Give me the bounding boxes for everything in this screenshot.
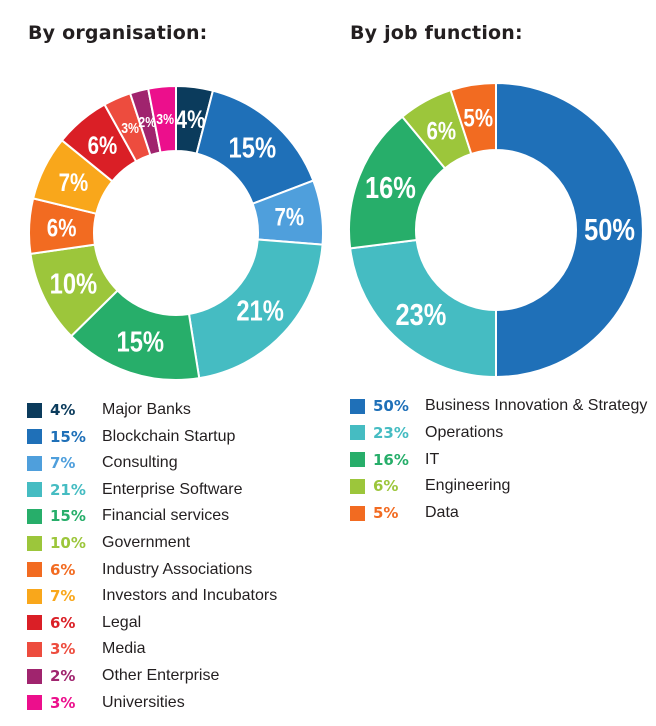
slice-operations <box>349 238 497 379</box>
legend-label: Consulting <box>102 454 178 472</box>
legend-value: 10% <box>50 534 86 552</box>
legend-label: Operations <box>425 423 504 441</box>
legend-swatch <box>27 535 42 551</box>
legend-item-data: 5% Data <box>350 503 650 523</box>
legend-item-it: 16% IT <box>350 450 650 470</box>
legend-job-function: 50% Business Innovation & Strategy 23% Oper… <box>350 396 650 536</box>
chart-title-job-function: By job function: <box>350 22 523 44</box>
legend-value: 23% <box>373 423 409 442</box>
slice-label-consulting: 7% <box>275 202 305 230</box>
legend-swatch <box>27 695 42 711</box>
slice-label-operations: 23% <box>396 298 447 333</box>
slice-label-investors-and-incubators: 7% <box>59 168 89 196</box>
chart-title-organisation: By organisation: <box>28 22 208 44</box>
legend-swatch <box>27 668 42 684</box>
slice-label-media: 3% <box>121 120 139 136</box>
legend-swatch <box>350 425 365 441</box>
slice-data <box>449 81 497 156</box>
legend-label: Data <box>425 504 459 522</box>
legend-item-major-banks: 4% Major Banks <box>27 400 327 420</box>
legend-swatch <box>27 588 42 604</box>
legend-swatch <box>27 562 42 578</box>
slice-label-enterprise-software: 21% <box>236 294 284 327</box>
legend-value: 16% <box>373 450 409 469</box>
legend-value: 3% <box>50 693 76 712</box>
legend-value: 5% <box>373 504 399 523</box>
legend-item-legal: 6% Legal <box>27 613 327 633</box>
slice-label-engineering: 6% <box>427 116 457 144</box>
legend-swatch <box>27 455 42 471</box>
legend-item-industry-associations: 6% Industry Associations <box>27 560 327 580</box>
legend-label: Engineering <box>425 477 511 495</box>
slice-universities <box>147 84 177 154</box>
legend-item-universities: 3% Universities <box>27 693 327 713</box>
legend-item-government: 10% Government <box>27 533 327 553</box>
legend-label: Business Innovation & Strategy <box>425 397 648 414</box>
legend-organisation: 4% Major Banks 15% Blockchain Startup 7% Cons… <box>27 400 327 715</box>
legend-value: 15% <box>50 427 86 446</box>
legend-label: Financial services <box>102 507 230 525</box>
slice-label-data: 5% <box>463 104 493 132</box>
legend-swatch <box>27 482 42 498</box>
legend-swatch <box>27 508 42 524</box>
legend-value: 2% <box>50 667 76 685</box>
legend-value: 15% <box>50 507 86 526</box>
legend-item-consulting: 7% Consulting <box>27 453 327 473</box>
legend-value: 3% <box>50 640 76 659</box>
legend-label: Media <box>102 640 146 658</box>
legend-label: Major Banks <box>102 401 191 418</box>
slice-label-other-enterprise: 2% <box>138 114 156 130</box>
legend-label: Legal <box>102 613 142 631</box>
legend-swatch <box>350 478 365 494</box>
slice-label-legal: 6% <box>88 131 118 159</box>
slice-label-universities: 3% <box>156 111 174 127</box>
legend-value: 7% <box>50 587 76 606</box>
legend-value: 7% <box>50 454 76 473</box>
legend-swatch <box>27 402 42 418</box>
slice-label-government: 10% <box>50 267 98 300</box>
legend-item-business-innovation-and-strategy: 50% Business Innovation & Strategy <box>350 396 650 416</box>
legend-swatch <box>350 505 365 521</box>
slice-enterprise-software <box>187 238 324 380</box>
legend-swatch <box>27 615 42 631</box>
legend-item-operations: 23% Operations <box>350 423 650 443</box>
legend-label: Blockchain Startup <box>102 427 236 445</box>
legend-label: Investors and Incubators <box>102 587 278 605</box>
slice-label-blockchain-startup: 15% <box>229 131 277 164</box>
slice-label-major-banks: 4% <box>176 105 206 133</box>
legend-item-investors-and-incubators: 7% Investors and Incubators <box>27 586 327 606</box>
slice-label-financial-services: 15% <box>116 325 164 358</box>
legend-label: Government <box>102 534 191 551</box>
legend-value: 50% <box>373 397 409 415</box>
legend-item-engineering: 6% Engineering <box>350 476 650 496</box>
legend-item-other-enterprise: 2% Other Enterprise <box>27 666 327 686</box>
legend-label: Universities <box>102 693 185 711</box>
slice-label-business-innovation-and-strategy: 50% <box>584 213 635 248</box>
legend-swatch <box>27 429 42 445</box>
legend-label: Enterprise Software <box>102 480 243 498</box>
legend-item-blockchain-startup: 15% Blockchain Startup <box>27 427 327 447</box>
slice-label-industry-associations: 6% <box>47 213 77 241</box>
legend-value: 4% <box>50 401 76 419</box>
slice-business-innovation-and-strategy <box>495 81 644 379</box>
legend-item-enterprise-software: 21% Enterprise Software <box>27 480 327 500</box>
legend-value: 6% <box>373 477 399 496</box>
legend-value: 6% <box>50 613 76 632</box>
legend-value: 6% <box>50 560 76 579</box>
legend-swatch <box>350 398 365 414</box>
legend-item-financial-services: 15% Financial services <box>27 506 327 526</box>
legend-swatch <box>27 641 42 657</box>
slice-label-it: 16% <box>365 171 416 206</box>
legend-label: IT <box>425 450 440 468</box>
legend-label: Industry Associations <box>102 560 253 578</box>
legend-item-media: 3% Media <box>27 639 327 659</box>
legend-value: 21% <box>50 480 86 499</box>
legend-swatch <box>350 452 365 468</box>
legend-label: Other Enterprise <box>102 667 220 684</box>
